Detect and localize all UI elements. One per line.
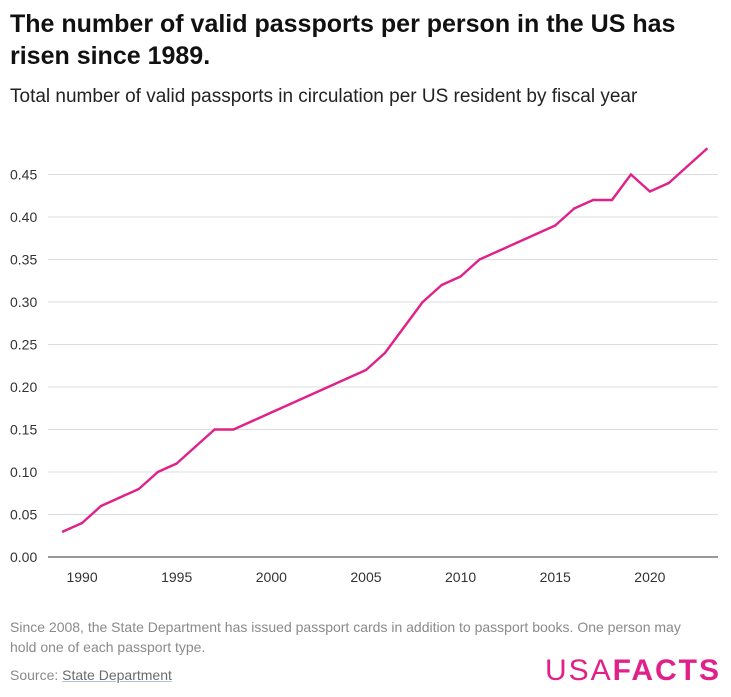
data-point [535, 232, 538, 236]
x-tick-label: 2010 [445, 569, 476, 585]
data-point [307, 394, 311, 397]
x-tick-label: 1990 [66, 569, 97, 585]
data-point [61, 530, 65, 533]
data-point [440, 283, 443, 287]
data-point [648, 190, 652, 193]
data-point [478, 258, 481, 261]
data-point [175, 462, 178, 465]
data-point [383, 351, 387, 355]
data-point [686, 164, 689, 168]
data-point [364, 368, 368, 372]
y-tick-label: 0.10 [10, 464, 37, 480]
data-point [137, 487, 141, 491]
series-line [61, 147, 708, 533]
y-tick-label: 0.25 [10, 337, 37, 353]
y-tick-label: 0.45 [10, 167, 37, 183]
x-tick-label: 2015 [540, 569, 571, 585]
series-layer [61, 147, 708, 533]
data-point [194, 445, 197, 448]
data-point [326, 385, 330, 389]
data-point [402, 326, 406, 329]
data-point [610, 198, 614, 202]
data-point [667, 181, 670, 185]
x-tick-label: 2020 [634, 569, 665, 585]
x-axis-ticks: 1990 1995 2000 2005 2010 2015 2020 [66, 569, 665, 585]
usafacts-logo: USAFACTS [545, 654, 721, 688]
footnote: Since 2008, the State Department has iss… [10, 619, 681, 655]
data-point [572, 207, 576, 210]
data-point [289, 402, 292, 406]
y-tick-label: 0.40 [10, 209, 37, 225]
data-point [705, 147, 708, 151]
y-tick-label: 0.15 [10, 422, 37, 438]
source-line: Source: State Department [10, 665, 172, 685]
x-tick-label: 2005 [350, 569, 381, 585]
data-point [80, 521, 84, 525]
data-point [421, 300, 424, 304]
data-point [345, 377, 349, 380]
line-chart: 0.00 0.05 0.10 0.15 0.20 0.25 0.30 0.35 0.40 0.45… [10, 147, 718, 585]
data-point [459, 275, 462, 278]
y-tick-label: 0.30 [10, 294, 37, 310]
data-point [591, 198, 595, 202]
y-tick-label: 0.35 [10, 252, 37, 268]
source-link[interactable]: State Department [62, 667, 172, 683]
data-point [99, 504, 103, 508]
data-point [554, 224, 557, 227]
data-point [156, 470, 159, 474]
data-point [629, 173, 633, 176]
data-point [118, 496, 122, 499]
data-point [251, 419, 254, 423]
data-point [270, 411, 273, 414]
x-tick-label: 1995 [161, 569, 192, 585]
y-tick-label: 0.00 [10, 549, 37, 565]
chart-title: The number of valid passports per person… [10, 10, 676, 70]
data-point [232, 428, 235, 431]
chart-subtitle: Total number of valid passports in circu… [10, 86, 638, 107]
gridlines [48, 174, 718, 558]
data-point [213, 428, 216, 431]
y-axis-ticks: 0.00 0.05 0.10 0.15 0.20 0.25 0.30 0.35 0.40 0.45 [10, 167, 37, 566]
x-tick-label: 2000 [256, 569, 287, 585]
logo-facts-text: FACTS [612, 654, 721, 687]
y-tick-label: 0.20 [10, 379, 37, 395]
data-point [497, 249, 500, 253]
source-prefix: Source: [10, 667, 63, 683]
data-point [516, 241, 519, 244]
logo-usa-text: USA [544, 654, 613, 687]
y-tick-label: 0.05 [10, 507, 37, 523]
